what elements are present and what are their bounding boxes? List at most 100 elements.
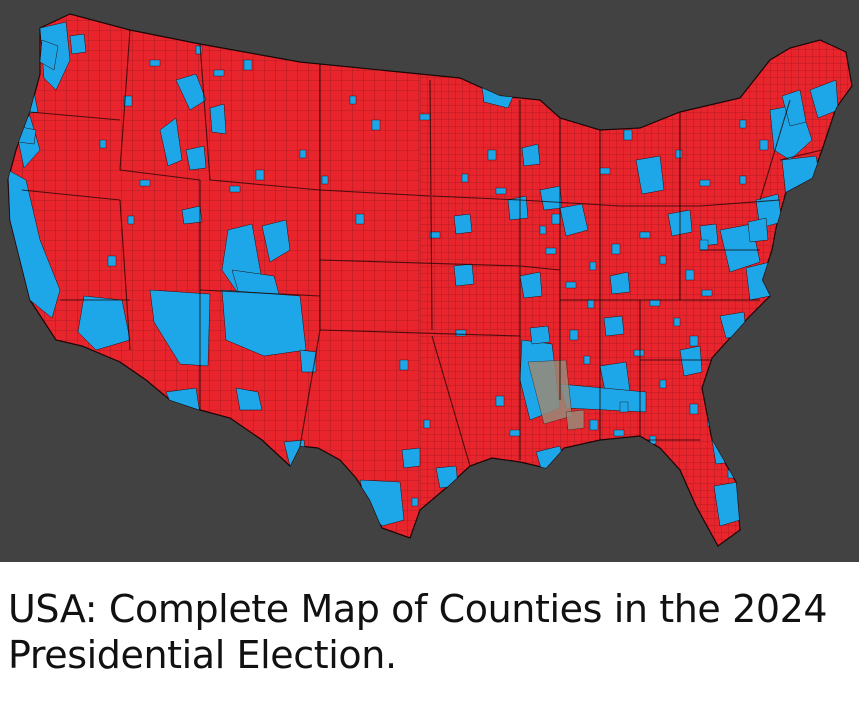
state-border-line [29,111,121,121]
democratic-county-small [659,255,667,265]
democratic-county-small [685,269,695,281]
democratic-county-small [633,349,645,357]
state-border-line [119,29,131,171]
democratic-county-small [123,95,133,107]
state-border-line [319,189,431,197]
democratic-county-small [495,395,505,407]
democratic-county-wisconsin-madison [539,185,563,211]
democratic-county-small [545,247,557,255]
democratic-county-small [699,239,709,251]
democratic-county-small [99,139,107,149]
democratic-county-california-south [77,295,131,351]
state-border-line [759,99,791,201]
democratic-county-sc-coast [679,345,703,377]
post-caption: USA: Complete Map of Counties in the 202… [8,587,828,677]
state-border-line [319,329,521,337]
democratic-county-small [487,149,497,161]
democratic-county-michigan-detroit [635,155,665,195]
democratic-county-small [759,139,769,151]
democratic-county-small [589,419,599,431]
state-border-line [299,329,321,447]
democratic-county-kansas-city [453,263,475,287]
democratic-county-philadelphia [747,217,769,243]
democratic-county-nashville [603,315,625,337]
democratic-county-small [429,231,441,239]
state-border-line [429,79,433,331]
state-border-line [209,179,321,191]
democratic-county-small [623,129,633,141]
democratic-county-small [509,429,521,437]
democratic-county-small [699,179,711,187]
no-data-counties [527,359,585,431]
democratic-county-small [569,329,579,341]
democratic-county-small [689,403,699,415]
democratic-county-austin [401,447,421,469]
democratic-county-small [461,173,469,183]
democratic-county-small [127,215,135,225]
democratic-county-small [739,119,747,129]
democratic-county-small [599,167,611,175]
democratic-county-memphis [529,325,551,345]
democratic-county-small [551,213,561,225]
democratic-county-small [689,335,699,347]
democratic-county-northeast-2 [781,155,823,205]
democratic-county-small [583,355,591,365]
democratic-county-small [107,255,117,267]
democratic-county-small [321,175,329,185]
county-layer [8,14,852,546]
state-border-line [319,259,521,267]
us-county-map [7,13,853,547]
democratic-county-small [139,179,151,187]
democratic-county-small [195,45,203,55]
democratic-county-colorado-denver [261,219,291,263]
democratic-county-new-mexico-north [221,289,307,357]
state-border-line [699,199,781,207]
democratic-counties [8,21,839,527]
state-border-line [21,189,121,201]
state-border-line [119,169,201,181]
state-border-line [519,265,561,271]
democratic-county-small [611,243,621,255]
state-border-line [431,335,471,467]
democratic-county-small [587,299,595,309]
democratic-county-small [619,401,629,413]
democratic-county-small [539,225,547,235]
democratic-county-new-mexico-south [235,387,263,411]
democratic-county-minneapolis [521,143,541,167]
democratic-county-small [495,187,507,195]
democratic-county-small [675,149,683,159]
democratic-county-missouri-stl [519,271,543,299]
democratic-county-small [371,119,381,131]
democratic-county-small [701,289,713,297]
state-border-line [199,289,321,297]
democratic-county-small [455,329,467,337]
democratic-county-small [329,499,339,511]
democratic-county-small [419,113,431,121]
democratic-county-small [243,59,253,71]
democratic-county-vermont [781,89,807,127]
democratic-county-small [589,261,597,271]
no-data-county-gray-2 [565,409,585,431]
democratic-county-small [673,317,681,327]
state-border-line [431,195,521,201]
democratic-county-puget-sound [39,39,59,71]
democratic-county-nebraska-omaha [453,213,473,235]
democratic-county-arizona-pima [165,387,201,417]
democratic-county-small [423,419,431,429]
democratic-county-small [399,359,409,371]
democratic-county-washington-seattle-ring [69,33,87,55]
democratic-county-small [299,149,307,159]
democratic-county-virginia-tidewater [745,261,771,301]
democratic-county-small [613,429,625,437]
democratic-county-utah-salt-lake [181,205,203,225]
democratic-county-south-texas [359,479,405,527]
election-map[interactable] [0,0,859,562]
democratic-county-new-mexico-east [299,349,317,373]
democratic-county-small [229,185,241,193]
democratic-county-montana-west [175,73,207,111]
democratic-county-small [565,281,577,289]
democratic-county-small [739,175,747,185]
democratic-county-small [355,213,365,225]
democratic-county-louisville [609,271,631,295]
